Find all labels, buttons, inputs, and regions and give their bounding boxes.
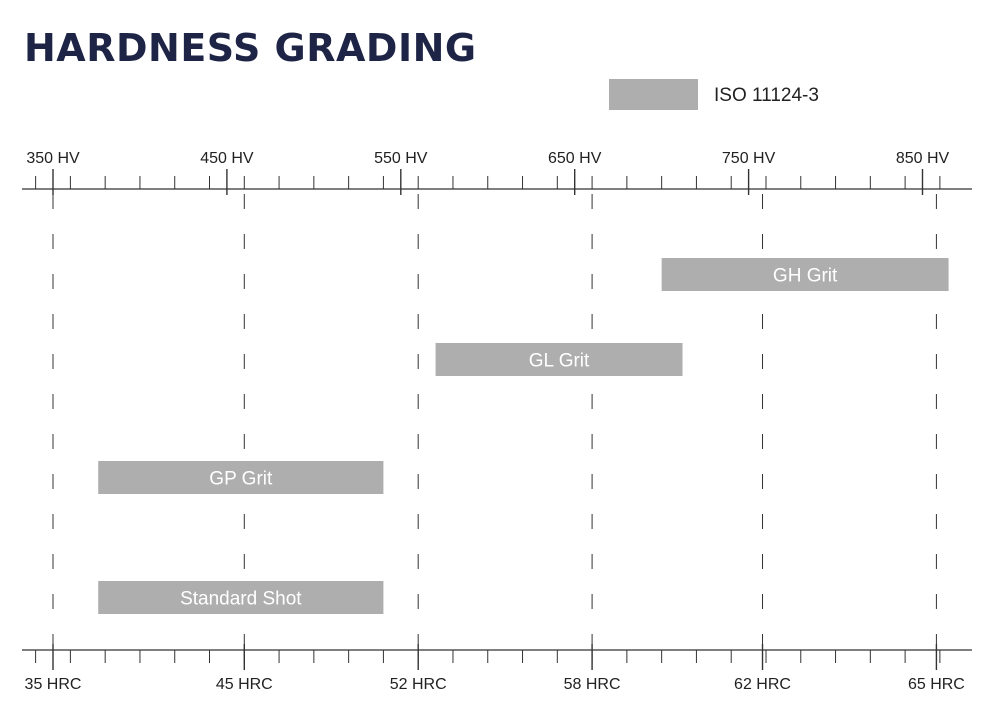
bar-label: GH Grit [773, 266, 838, 287]
range-bar [98, 461, 384, 494]
bottom-tick-label: 45 HRC [216, 676, 273, 693]
legend-label: ISO 11124-3 [714, 85, 819, 106]
top-tick-label: 350 HV [26, 150, 80, 167]
bar-label: Standard Shot [180, 589, 302, 610]
bar-label: GL Grit [529, 351, 590, 372]
top-tick-label: 450 HV [200, 150, 254, 167]
top-tick-label: 650 HV [548, 150, 602, 167]
range-bar [661, 258, 949, 291]
bottom-tick-label: 58 HRC [564, 676, 621, 693]
top-tick-label: 750 HV [722, 150, 776, 167]
bottom-tick-label: 62 HRC [734, 676, 791, 693]
bottom-tick-label: 35 HRC [25, 676, 82, 693]
bar-label: GP Grit [209, 469, 273, 490]
top-tick-label: 550 HV [374, 150, 428, 167]
range-bar [98, 581, 384, 614]
top-tick-label: 850 HV [896, 150, 950, 167]
range-bar [435, 343, 683, 376]
legend-swatch [609, 79, 698, 110]
bottom-tick-label: 52 HRC [390, 676, 447, 693]
chart-title: HARDNESS GRADING [24, 26, 477, 70]
bottom-tick-label: 65 HRC [908, 676, 965, 693]
